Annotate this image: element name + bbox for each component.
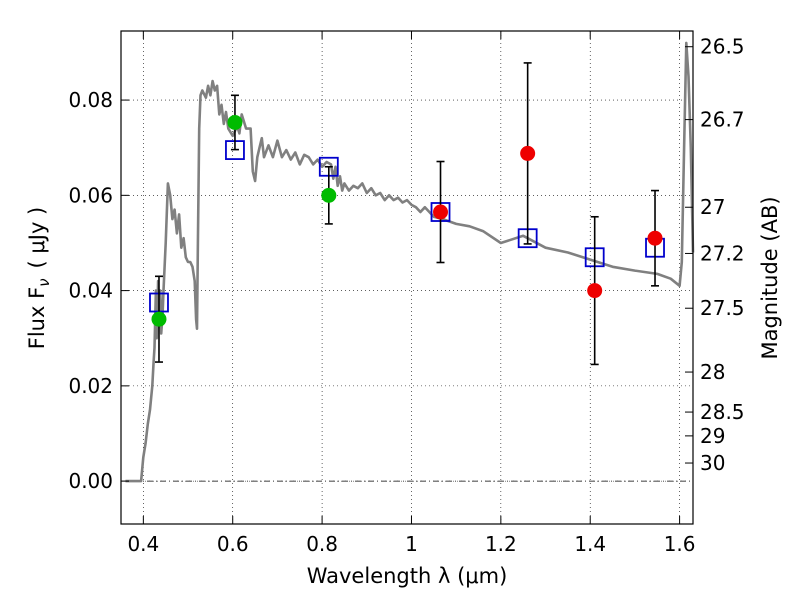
observed-flux-point	[151, 311, 167, 327]
x-tick-label: 0.6	[217, 532, 249, 556]
y2-tick-label: 26.7	[700, 108, 745, 132]
y2-tick-label: 30	[700, 451, 725, 475]
y-axis-label-subscript: ν	[35, 278, 53, 286]
y-tick-label: 0.06	[68, 183, 113, 207]
y-tick-label: 0.02	[68, 374, 113, 398]
y2-tick-label: 27	[700, 195, 725, 219]
y2-tick-label: 27.5	[700, 296, 745, 320]
y2-tick-label: 26.5	[700, 35, 745, 59]
y-axis-label: Flux Fν ( μJy )	[25, 207, 53, 350]
observed-flux-point	[647, 230, 663, 246]
y-tick-label: 0.08	[68, 88, 113, 112]
observed-flux-point	[227, 114, 243, 130]
y-tick-label: 0.04	[68, 279, 113, 303]
x-tick-label: 1	[405, 532, 418, 556]
observed-flux-point	[321, 187, 337, 203]
x-tick-label: 0.4	[127, 532, 159, 556]
x-tick-label: 1.4	[574, 532, 606, 556]
y-tick-label: 0.00	[68, 469, 113, 493]
ticks: 0.4 0.6 0.8 1 1.2 1.4 1.6 0.00 0.02 0.04 0.06 0.08 2…	[68, 31, 745, 556]
svg-text:Magnitude (AB): Magnitude (AB)	[758, 196, 782, 359]
x-tick-label: 0.8	[306, 532, 338, 556]
y2-tick-label: 27.2	[700, 241, 745, 265]
x-tick-label: 1.6	[664, 532, 696, 556]
y2-tick-label: 29	[700, 424, 725, 448]
plot-background	[121, 31, 693, 524]
data-layer	[125, 41, 695, 483]
y-axis-label-unit: ( μJy )	[25, 207, 49, 269]
y2-axis-label: Magnitude (AB)	[758, 196, 782, 359]
y2-tick-label: 28	[700, 360, 725, 384]
y-axis-label-main: Flux F	[25, 287, 49, 349]
plot-frame	[120, 30, 694, 525]
svg-text:Flux Fν( μJy ): Flux Fν ( μJy )	[25, 207, 53, 350]
observed-flux-point	[587, 283, 603, 299]
observed-flux-point	[433, 204, 449, 220]
observed-flux-point	[520, 145, 536, 161]
y2-tick-label: 28.5	[700, 400, 745, 424]
x-tick-label: 1.2	[485, 532, 517, 556]
x-axis-label: Wavelength λ (μm)	[307, 564, 508, 588]
